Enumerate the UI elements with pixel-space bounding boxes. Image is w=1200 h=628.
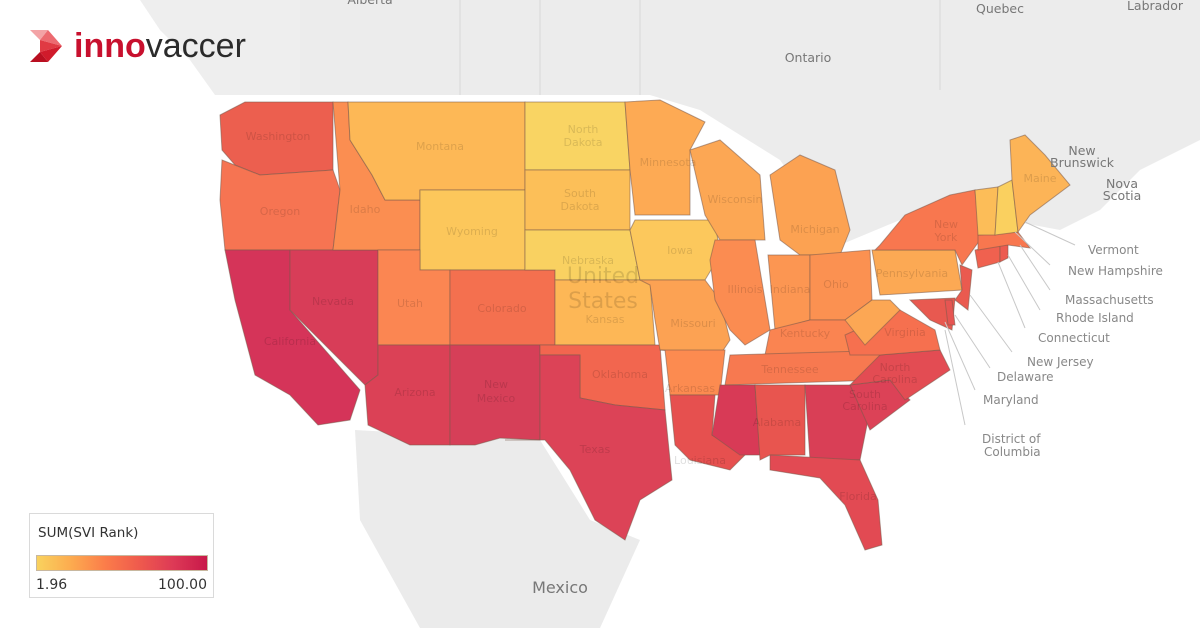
- svg-text:Texas: Texas: [579, 443, 611, 456]
- state-minnesota[interactable]: [624, 99, 706, 216]
- svg-text:Alabama: Alabama: [753, 416, 802, 429]
- state-florida[interactable]: [769, 454, 883, 551]
- state-labels: Washington Oregon California Idaho Nevad…: [246, 123, 1057, 503]
- svg-text:Colorado: Colorado: [477, 302, 526, 315]
- svg-text:Indiana: Indiana: [770, 283, 811, 296]
- state-west-virginia[interactable]: [844, 299, 901, 346]
- svg-text:Oregon: Oregon: [260, 205, 300, 218]
- svg-text:Columbia: Columbia: [984, 445, 1041, 459]
- innovaccer-logo-icon: [30, 30, 62, 62]
- svg-text:Missouri: Missouri: [670, 317, 715, 330]
- svg-text:Scotia: Scotia: [1103, 188, 1142, 203]
- svg-text:Idaho: Idaho: [350, 203, 381, 216]
- svg-text:Delaware: Delaware: [997, 370, 1054, 384]
- callout-labels: Vermont New Hampshire Massachusetts Rhod…: [982, 243, 1163, 459]
- state-alabama[interactable]: [754, 384, 806, 461]
- svg-text:North: North: [568, 123, 599, 136]
- svg-text:Quebec: Quebec: [976, 1, 1024, 16]
- svg-text:Ontario: Ontario: [785, 50, 832, 65]
- svg-text:Dakota: Dakota: [564, 136, 603, 149]
- svg-text:New: New: [934, 218, 958, 231]
- state-delaware[interactable]: [944, 299, 956, 326]
- svg-text:York: York: [934, 231, 959, 244]
- state-vermont[interactable]: [974, 186, 999, 236]
- svg-text:Dakota: Dakota: [561, 200, 600, 213]
- svg-text:Pennsylvania: Pennsylvania: [876, 267, 948, 280]
- legend-gradient-bar: [36, 555, 208, 571]
- svg-text:Carolina: Carolina: [872, 373, 917, 386]
- svg-text:Wyoming: Wyoming: [446, 225, 498, 238]
- svg-text:Oklahoma: Oklahoma: [592, 368, 648, 381]
- svg-text:Vermont: Vermont: [1088, 243, 1139, 257]
- svg-text:United: United: [567, 264, 639, 289]
- legend-min-value: 1.96: [36, 577, 68, 593]
- canada-landmass: [300, 0, 1200, 245]
- svg-text:Connecticut: Connecticut: [1038, 331, 1110, 345]
- svg-text:Ohio: Ohio: [823, 278, 849, 291]
- brand-wordmark: innovaccer: [74, 27, 246, 65]
- svg-text:New: New: [484, 378, 508, 391]
- mexico-landmass: [355, 430, 640, 628]
- svg-text:California: California: [264, 335, 316, 348]
- color-legend: SUM(SVI Rank) 1.96 100.00: [29, 513, 214, 598]
- brand-logo: innovaccer: [28, 28, 246, 64]
- callouts: [944, 221, 1076, 426]
- state-texas[interactable]: [505, 354, 673, 541]
- svg-text:Nova: Nova: [1106, 176, 1138, 191]
- svg-text:Mexico: Mexico: [532, 578, 588, 597]
- state-illinois[interactable]: [709, 239, 771, 346]
- svg-text:Arkansas: Arkansas: [665, 382, 715, 395]
- state-new-jersey[interactable]: [954, 264, 973, 311]
- svg-text:States: States: [568, 289, 638, 314]
- svg-text:Florida: Florida: [839, 490, 876, 503]
- svg-text:Massachusetts: Massachusetts: [1065, 293, 1154, 307]
- svg-text:Alberta: Alberta: [347, 0, 392, 7]
- svg-text:Brunswick: Brunswick: [1050, 155, 1115, 170]
- svg-text:Minnesota: Minnesota: [640, 156, 697, 169]
- svg-text:Mexico: Mexico: [477, 392, 516, 405]
- svg-text:Maine: Maine: [1023, 172, 1056, 185]
- svg-text:Michigan: Michigan: [790, 223, 839, 236]
- svg-text:District of: District of: [982, 432, 1041, 446]
- state-louisiana[interactable]: [669, 394, 746, 471]
- svg-text:Arizona: Arizona: [394, 386, 435, 399]
- svg-text:Iowa: Iowa: [667, 244, 693, 257]
- svg-text:South: South: [564, 187, 596, 200]
- svg-text:New Hampshire: New Hampshire: [1068, 264, 1163, 278]
- svg-text:Kansas: Kansas: [586, 313, 625, 326]
- svg-text:Nebraska: Nebraska: [562, 254, 614, 267]
- svg-text:Carolina: Carolina: [842, 400, 887, 413]
- svg-text:Labrador: Labrador: [1127, 0, 1184, 13]
- state-maine[interactable]: [1009, 134, 1071, 234]
- state-wisconsin[interactable]: [689, 139, 766, 241]
- svg-text:North: North: [880, 361, 911, 374]
- canada-west-landmass: [140, 0, 300, 95]
- states-layer[interactable]: [219, 99, 1071, 551]
- legend-title: SUM(SVI Rank): [38, 525, 139, 541]
- svg-text:Louisiana: Louisiana: [674, 454, 726, 467]
- svg-text:Illinois: Illinois: [728, 283, 763, 296]
- state-georgia[interactable]: [804, 384, 871, 461]
- state-mississippi[interactable]: [711, 384, 761, 456]
- svg-text:Kentucky: Kentucky: [780, 327, 831, 340]
- svg-text:Virginia: Virginia: [884, 326, 925, 339]
- svg-text:Montana: Montana: [416, 140, 464, 153]
- svg-text:Maryland: Maryland: [983, 393, 1039, 407]
- svg-text:Washington: Washington: [246, 130, 311, 143]
- state-michigan[interactable]: [769, 154, 851, 256]
- svg-text:Tennessee: Tennessee: [760, 363, 819, 376]
- svg-text:Utah: Utah: [397, 297, 423, 310]
- svg-text:New: New: [1068, 143, 1095, 158]
- legend-max-value: 100.00: [158, 577, 207, 593]
- geo-labels: Alberta Ontario Quebec Labrador New Brun…: [347, 0, 1184, 597]
- svg-text:Nevada: Nevada: [312, 295, 354, 308]
- svg-text:South: South: [849, 388, 881, 401]
- svg-text:Rhode Island: Rhode Island: [1056, 311, 1134, 325]
- svg-text:Wisconsin: Wisconsin: [708, 193, 763, 206]
- svg-text:New Jersey: New Jersey: [1027, 355, 1094, 369]
- state-maryland[interactable]: [908, 297, 956, 331]
